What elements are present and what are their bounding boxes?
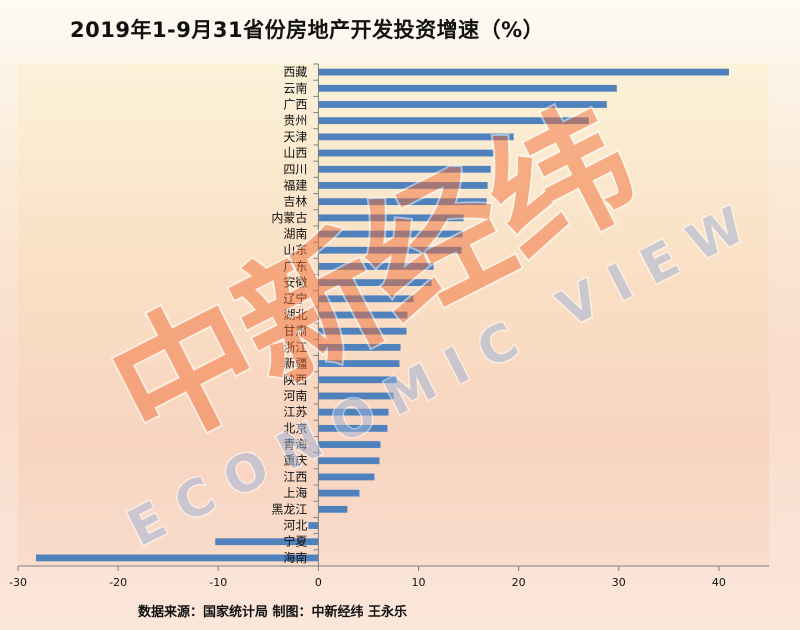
- bar: [318, 424, 388, 432]
- bar: [318, 441, 381, 448]
- bar: [318, 343, 401, 351]
- bar: [308, 522, 319, 529]
- bar: [318, 165, 491, 173]
- category-label: 山西: [283, 146, 307, 160]
- bar: [318, 117, 589, 125]
- category-label: 西藏: [283, 65, 307, 79]
- category-label: 山东: [283, 243, 307, 257]
- source-note: 数据来源：国家统计局 制图：中新经纬 王永乐: [138, 605, 408, 620]
- category-label: 福建: [283, 177, 307, 192]
- bar: [318, 376, 397, 384]
- bar: [318, 327, 407, 335]
- category-label: 浙江: [283, 340, 307, 354]
- bar: [318, 489, 360, 497]
- category-label: 黑龙江: [271, 502, 307, 516]
- category-label: 天津: [283, 130, 307, 144]
- bar: [318, 149, 494, 157]
- bar: [318, 311, 408, 319]
- category-label: 上海: [283, 485, 307, 500]
- x-tick-label: 0: [315, 576, 322, 589]
- bar: [215, 538, 319, 546]
- category-label: 江苏: [283, 405, 307, 419]
- bar: [318, 408, 389, 416]
- bar: [318, 505, 348, 513]
- x-tick-label: -20: [109, 576, 127, 589]
- bar: [318, 230, 463, 238]
- bar: [318, 263, 434, 270]
- bar: [318, 214, 464, 222]
- category-label: 重庆: [283, 454, 307, 468]
- bar: [318, 360, 400, 367]
- category-label: 甘肃: [283, 324, 307, 338]
- x-tick-label: -10: [209, 576, 227, 589]
- category-label: 湖南: [283, 226, 307, 241]
- category-label: 内蒙古: [271, 210, 307, 225]
- bar: [318, 295, 414, 303]
- bar: [318, 133, 514, 141]
- category-label: 贵州: [283, 114, 307, 128]
- bar: [318, 392, 394, 400]
- category-label: 湖北: [283, 307, 307, 322]
- bar: [318, 84, 617, 92]
- category-label: 北京: [283, 421, 307, 435]
- bar: [318, 101, 607, 108]
- bar: [318, 198, 487, 206]
- x-tick-label: 10: [412, 576, 426, 589]
- category-label: 辽宁: [283, 291, 307, 306]
- x-tick-label: 40: [712, 576, 726, 589]
- category-label: 河南: [283, 388, 307, 403]
- bar: [318, 473, 375, 481]
- bar: [318, 182, 488, 189]
- category-label: 吉林: [283, 195, 307, 209]
- category-label: 四川: [283, 162, 307, 176]
- category-label: 宁夏: [283, 534, 307, 549]
- category-label: 江西: [283, 470, 307, 484]
- bar: [318, 279, 432, 287]
- x-tick-label: -30: [9, 576, 27, 589]
- category-label: 海南: [283, 550, 307, 565]
- category-label: 河北: [283, 519, 307, 533]
- bar: [318, 68, 729, 76]
- category-label: 广西: [283, 97, 307, 111]
- chart-title: 2019年1-9月31省份房地产开发投资增速（%）: [70, 18, 545, 42]
- bar: [318, 246, 462, 254]
- category-label: 青海: [283, 437, 307, 452]
- bar: [36, 554, 319, 562]
- category-label: 云南: [283, 80, 307, 95]
- x-tick-label: 20: [512, 576, 526, 589]
- x-tick-label: 30: [612, 576, 626, 589]
- category-label: 陕西: [283, 372, 307, 387]
- category-label: 广东: [283, 259, 307, 273]
- bar: [318, 457, 380, 465]
- category-label: 新疆: [283, 356, 307, 371]
- category-label: 安徽: [283, 275, 307, 290]
